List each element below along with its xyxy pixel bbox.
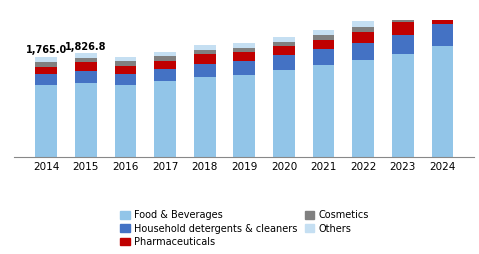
Bar [114, 85, 137, 157]
Bar [194, 64, 216, 77]
Bar [273, 42, 295, 46]
Bar [233, 75, 255, 157]
Bar [114, 66, 137, 74]
Bar [75, 83, 97, 157]
Bar [75, 53, 97, 58]
Bar [313, 35, 334, 40]
Bar [233, 43, 255, 48]
Bar [313, 30, 334, 35]
Bar [154, 52, 176, 56]
Text: 1,826.8: 1,826.8 [65, 42, 106, 52]
Bar [273, 70, 295, 157]
Bar [352, 21, 374, 27]
Bar [352, 43, 374, 60]
Bar [154, 82, 176, 157]
Bar [432, 24, 453, 46]
Bar [352, 27, 374, 32]
Bar [194, 55, 216, 64]
Bar [352, 60, 374, 157]
Bar [392, 54, 414, 157]
Bar [154, 56, 176, 61]
Bar [392, 12, 414, 17]
Bar [154, 61, 176, 69]
Bar [273, 46, 295, 55]
Bar [35, 62, 57, 67]
Bar [35, 57, 57, 62]
Bar [392, 35, 414, 54]
Bar [313, 66, 334, 157]
Bar [75, 58, 97, 62]
Bar [233, 48, 255, 53]
Legend: Food & Beverages, Household detergents & cleaners, Pharmaceuticals, Cosmetics, O: Food & Beverages, Household detergents &… [116, 206, 373, 251]
Bar [194, 77, 216, 157]
Bar [432, 46, 453, 157]
Bar [432, 4, 453, 10]
Bar [35, 74, 57, 85]
Bar [154, 69, 176, 82]
Bar [432, 0, 453, 4]
Bar [233, 53, 255, 61]
Bar [35, 67, 57, 74]
Bar [273, 37, 295, 42]
Bar [75, 62, 97, 71]
Bar [194, 50, 216, 55]
Bar [432, 10, 453, 24]
Bar [233, 61, 255, 75]
Bar [313, 50, 334, 66]
Bar [75, 71, 97, 83]
Bar [194, 45, 216, 50]
Bar [352, 32, 374, 43]
Text: 1,765.0: 1,765.0 [25, 45, 67, 55]
Bar [392, 22, 414, 35]
Bar [114, 57, 137, 61]
Bar [392, 17, 414, 22]
Bar [313, 40, 334, 50]
Bar [114, 61, 137, 66]
Bar [35, 85, 57, 157]
Bar [114, 74, 137, 85]
Bar [273, 55, 295, 70]
